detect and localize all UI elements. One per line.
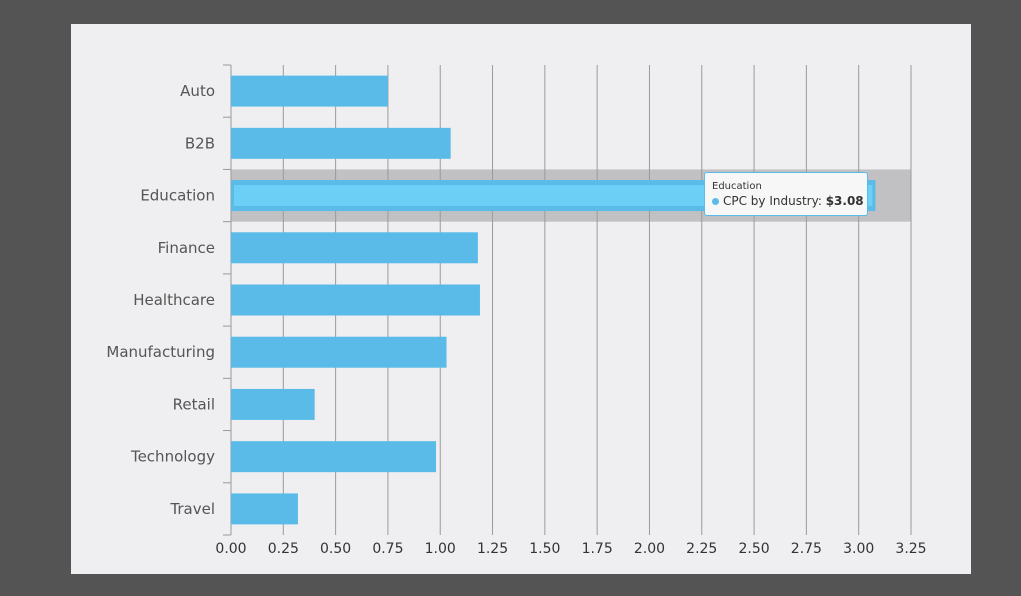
x-tick-label: 2.25 xyxy=(686,541,717,557)
x-tick-label: 3.25 xyxy=(895,541,926,557)
x-tick-label: 1.75 xyxy=(582,541,613,557)
y-category-label: Manufacturing xyxy=(106,343,215,361)
bar-manufacturing xyxy=(231,336,447,368)
y-category-label: Education xyxy=(140,187,215,205)
chart-panel xyxy=(71,24,971,574)
x-tick-label: 0.50 xyxy=(320,541,351,557)
bar-b2b xyxy=(231,127,451,159)
bar-travel xyxy=(231,493,298,525)
tooltip-series: CPC by Industry: xyxy=(723,194,822,208)
series-dot-icon xyxy=(712,198,719,205)
y-category-label: Finance xyxy=(158,239,215,257)
x-tick-label: 1.00 xyxy=(425,541,456,557)
x-tick-label: 2.75 xyxy=(791,541,822,557)
y-category-label: B2B xyxy=(185,134,215,152)
y-category-label: Travel xyxy=(169,500,215,518)
x-tick-label: 0.25 xyxy=(268,541,299,557)
bar-technology xyxy=(231,441,437,473)
tooltip-title: Education xyxy=(712,181,762,192)
y-category-label: Technology xyxy=(130,448,215,466)
y-category-label: Auto xyxy=(180,82,215,100)
x-tick-label: 2.50 xyxy=(738,541,769,557)
bar-healthcare xyxy=(231,284,480,316)
x-tick-label: 1.25 xyxy=(477,541,508,557)
bar-retail xyxy=(231,388,315,420)
tooltip-value: $3.08 xyxy=(825,194,864,208)
x-tick-label: 2.00 xyxy=(634,541,665,557)
tooltip: Education CPC by Industry: $3.08 xyxy=(704,172,868,216)
x-tick-label: 3.00 xyxy=(843,541,874,557)
bar-auto xyxy=(231,75,388,107)
x-tick-label: 0.00 xyxy=(215,541,246,557)
x-tick-label: 0.75 xyxy=(372,541,403,557)
x-tick-label: 1.50 xyxy=(529,541,560,557)
bar-finance xyxy=(231,232,478,264)
y-category-label: Retail xyxy=(173,395,215,413)
y-category-label: Healthcare xyxy=(133,291,215,309)
